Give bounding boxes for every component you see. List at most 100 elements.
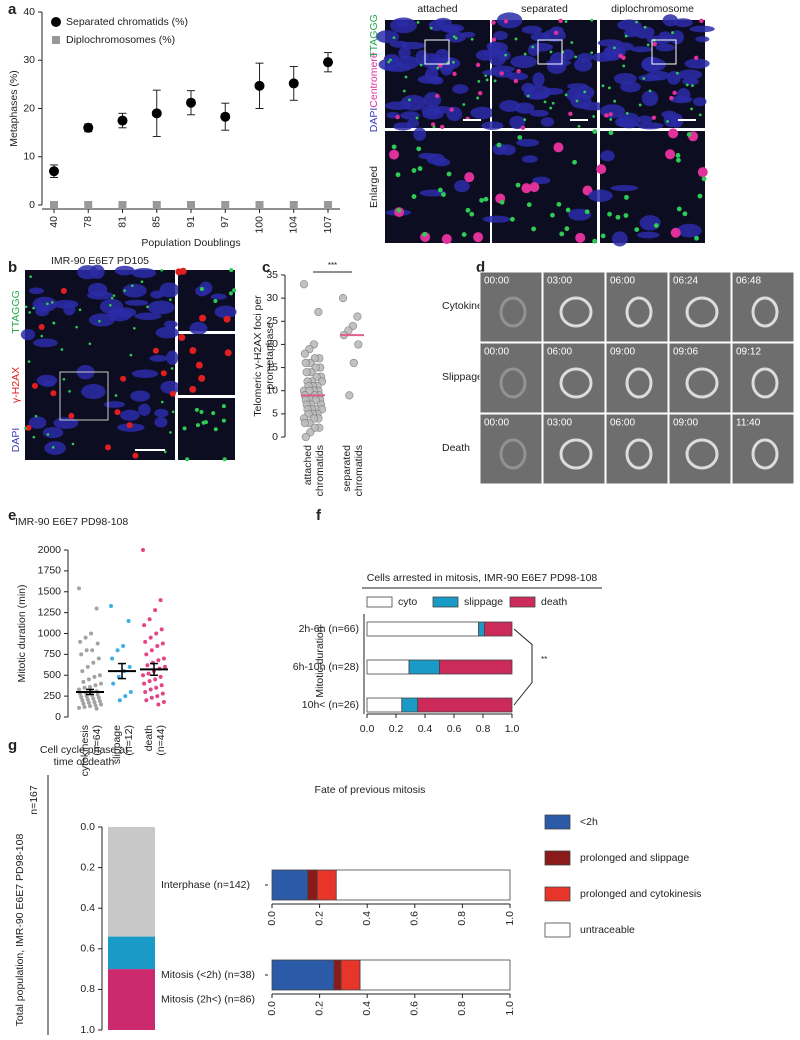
y-tick-label: 40 <box>23 6 35 18</box>
chromosome <box>695 36 710 43</box>
chromosome <box>420 53 442 69</box>
frame <box>668 413 732 485</box>
chromosome <box>669 95 693 104</box>
focus <box>169 298 172 302</box>
focus <box>513 78 519 84</box>
focus <box>221 418 226 423</box>
chromosome <box>524 92 550 100</box>
focus <box>615 214 621 220</box>
cell <box>499 296 527 328</box>
inset-box <box>424 39 450 65</box>
y-tick-label: 750 <box>43 648 61 660</box>
chromosome <box>452 84 469 94</box>
chromosome <box>53 417 79 429</box>
point <box>96 656 101 661</box>
chromosome <box>189 321 208 335</box>
focus <box>222 457 227 462</box>
cell <box>751 296 779 328</box>
chromosome <box>670 113 684 128</box>
chromosome <box>481 121 504 130</box>
timestamp: 06:24 <box>673 276 698 287</box>
x-tick-label: 0.4 <box>361 1001 373 1016</box>
focus <box>50 301 54 304</box>
focus <box>213 298 218 303</box>
inset-box <box>537 39 563 65</box>
chromosome <box>684 58 710 69</box>
bar-segment <box>359 959 511 991</box>
point <box>314 307 323 317</box>
focus <box>126 422 133 429</box>
focus <box>133 327 136 330</box>
point <box>79 652 84 657</box>
focus <box>432 125 436 129</box>
frame <box>605 413 669 485</box>
focus <box>114 409 121 416</box>
focus <box>572 159 577 165</box>
x-tick-label: 1.0 <box>504 911 516 926</box>
chromosome <box>103 401 126 408</box>
focus <box>395 114 400 120</box>
focus <box>46 302 49 306</box>
chart-title: Cell cycle phase at time of death <box>40 744 128 768</box>
chromosome <box>619 119 639 128</box>
focus <box>408 98 411 102</box>
micrograph-title: IMR-90 E6E7 PD105 <box>51 255 149 267</box>
focus <box>624 194 629 200</box>
focus <box>32 435 36 439</box>
chromosome <box>396 55 420 70</box>
point <box>156 658 161 663</box>
focus <box>693 55 699 60</box>
chromosome <box>150 290 165 299</box>
stain-label: TTAGGG <box>368 14 380 58</box>
inset-box <box>651 39 677 65</box>
focus <box>436 66 440 70</box>
focus <box>68 390 71 393</box>
focus <box>114 394 118 397</box>
point <box>143 689 148 694</box>
point <box>141 548 145 552</box>
point <box>158 598 163 603</box>
chromosome <box>669 30 685 45</box>
focus <box>477 91 483 96</box>
focus <box>564 20 568 23</box>
focus <box>28 311 32 314</box>
point <box>50 201 58 209</box>
row-label: Enlarged <box>368 166 380 208</box>
focus <box>613 99 617 103</box>
focus <box>697 193 703 199</box>
x-tick-label: 0.6 <box>409 1001 421 1016</box>
bar-segment <box>366 621 480 637</box>
chromosome <box>396 20 410 28</box>
cell <box>559 438 593 470</box>
y-tick-label: 35 <box>266 269 278 281</box>
y-tick-label: 1750 <box>38 565 62 577</box>
point <box>86 700 91 705</box>
chromosome <box>375 30 400 44</box>
chromosome <box>147 300 175 315</box>
focus <box>653 223 659 228</box>
focus <box>590 18 594 22</box>
focus <box>199 314 207 322</box>
x-tick-label: 1.0 <box>505 723 520 735</box>
focus <box>232 288 237 293</box>
focus <box>503 19 509 24</box>
chromosome <box>413 127 427 141</box>
chromosome <box>44 441 66 455</box>
focus <box>520 125 526 131</box>
focus <box>454 36 458 40</box>
focus <box>132 452 139 459</box>
focus <box>670 227 681 238</box>
focus <box>609 118 613 121</box>
bar-segment <box>484 621 513 637</box>
chromosome <box>131 267 157 279</box>
point <box>88 704 92 709</box>
focus <box>601 84 605 88</box>
chromosome <box>637 115 653 124</box>
focus <box>643 25 647 29</box>
chromosome <box>521 155 538 163</box>
focus <box>31 382 38 389</box>
point <box>127 664 132 669</box>
focus <box>517 135 523 140</box>
timestamp: 03:00 <box>547 276 572 287</box>
y-axis-label-n: n=167 <box>28 785 40 815</box>
